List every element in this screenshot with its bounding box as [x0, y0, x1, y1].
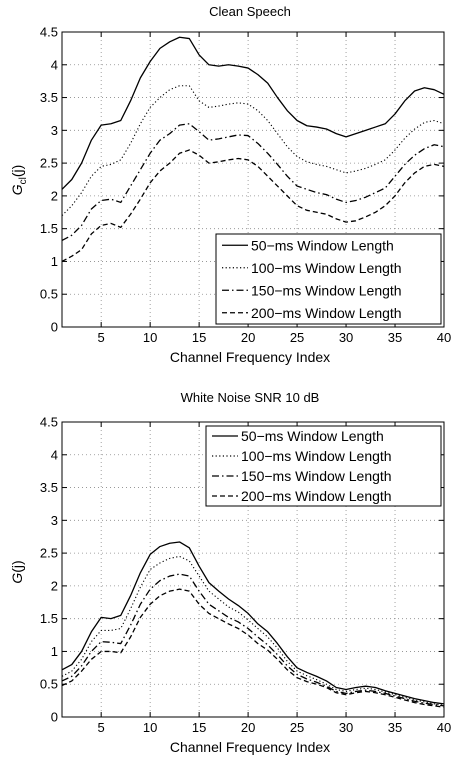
series-line-1 [61, 36, 445, 190]
x-tick-label: 15 [192, 720, 206, 735]
y-tick-label: 4.5 [40, 25, 58, 40]
legend-label-1: 50−ms Window Length [251, 237, 394, 253]
plot-frame [61, 421, 445, 718]
x-tick-label: 20 [241, 330, 255, 345]
x-axis-label: Channel Frequency Index [170, 739, 330, 755]
y-tick-label: 4 [51, 447, 58, 462]
y-tick-label: 2 [51, 188, 58, 203]
plot-frame [61, 31, 445, 328]
y-tick-label: 0 [51, 710, 58, 725]
legend-label-4: 200−ms Window Length [241, 488, 392, 504]
series-line-4 [61, 149, 445, 263]
y-tick-label: 3 [51, 123, 58, 138]
series-line-4 [61, 588, 445, 708]
x-tick-label: 10 [143, 720, 157, 735]
series-line-3 [61, 123, 445, 242]
y-axis-label: G(j) [9, 560, 25, 583]
chart-title: White Noise SNR 10 dB [181, 390, 320, 405]
y-tick-label: 2.5 [40, 156, 58, 171]
x-tick-label: 40 [437, 720, 451, 735]
y-tick-label: 0.5 [40, 677, 58, 692]
y-tick-label: 1.5 [40, 611, 58, 626]
y-label-arg: (j) [9, 165, 25, 177]
tick-labels: 5 10 15 20 25 30 35 40 0 0.5 1 1.5 2 2.5 3 3.5 4 4.5 [40, 25, 451, 346]
y-tick-label: 4 [51, 57, 58, 72]
legend: 50−ms Window Length 100−ms Window Length 1… [205, 425, 442, 507]
y-label-subscript: cl [18, 177, 29, 184]
series-line-3 [61, 573, 445, 707]
x-tick-label: 25 [290, 720, 304, 735]
y-tick-label: 1 [51, 254, 58, 269]
y-tick-label: 0 [51, 320, 58, 335]
y-label-arg: (j) [9, 560, 25, 572]
x-tick-label: 40 [437, 330, 451, 345]
x-tick-label: 5 [98, 720, 105, 735]
series-group [61, 541, 445, 708]
series-group [61, 36, 445, 263]
y-label-symbol: G [9, 573, 25, 584]
legend-box [205, 425, 442, 507]
legend: 50−ms Window Length 100−ms Window Length 1… [215, 233, 442, 325]
chart-title: Clean Speech [209, 4, 291, 19]
legend-box [215, 233, 442, 325]
legend-label-3: 150−ms Window Length [251, 282, 402, 298]
x-tick-label: 5 [98, 330, 105, 345]
series-line-2 [61, 555, 445, 706]
x-tick-label: 35 [388, 330, 402, 345]
y-tick-label: 3 [51, 513, 58, 528]
legend-label-1: 50−ms Window Length [241, 428, 384, 444]
y-tick-label: 2.5 [40, 546, 58, 561]
y-label-symbol: G [9, 184, 25, 195]
y-tick-label: 0.5 [40, 287, 58, 302]
tick-labels: 5 10 15 20 25 30 35 40 0 0.5 1 1.5 2 2.5 3 3.5 4 4.5 [40, 415, 451, 736]
x-tick-label: 25 [290, 330, 304, 345]
x-tick-label: 35 [388, 720, 402, 735]
legend-label-3: 150−ms Window Length [241, 468, 392, 484]
legend-label-4: 200−ms Window Length [251, 305, 402, 321]
y-tick-label: 3.5 [40, 90, 58, 105]
y-tick-label: 1 [51, 644, 58, 659]
x-tick-label: 10 [143, 330, 157, 345]
x-tick-label: 30 [339, 330, 353, 345]
chart-clean-speech: Clean Speech 5 10 15 20 25 30 35 40 0 0.5 1 1.5 2 2.5… [9, 4, 451, 365]
legend-label-2: 100−ms Window Length [241, 448, 392, 464]
chart-white-noise: White Noise SNR 10 dB 5 10 15 20 25 30 35 40 0 0.… [9, 390, 451, 755]
tick-marks [62, 421, 445, 718]
x-tick-label: 20 [241, 720, 255, 735]
series-line-1 [61, 541, 445, 705]
y-tick-label: 3.5 [40, 480, 58, 495]
legend-label-2: 100−ms Window Length [251, 260, 402, 276]
x-axis-label: Channel Frequency Index [170, 349, 330, 365]
x-tick-label: 30 [339, 720, 353, 735]
x-tick-label: 15 [192, 330, 206, 345]
y-tick-label: 1.5 [40, 221, 58, 236]
y-tick-label: 4.5 [40, 415, 58, 430]
y-tick-label: 2 [51, 578, 58, 593]
y-axis-label: Gcl(j) [9, 165, 29, 196]
